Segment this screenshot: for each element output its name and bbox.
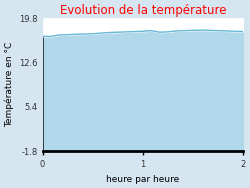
Y-axis label: Température en °C: Température en °C: [4, 42, 14, 127]
Title: Evolution de la température: Evolution de la température: [60, 4, 226, 17]
X-axis label: heure par heure: heure par heure: [106, 175, 180, 184]
